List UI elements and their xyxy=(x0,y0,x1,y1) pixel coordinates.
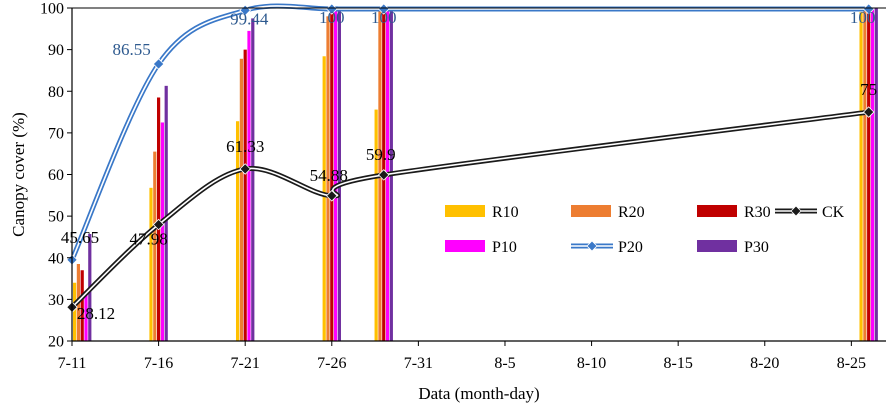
legend-label-r30: R30 xyxy=(744,204,771,221)
marker-ck-4 xyxy=(377,169,390,181)
label-ck-5: 75 xyxy=(860,80,877,99)
legend-marker-p20 xyxy=(586,240,598,252)
legend-swatch-p30 xyxy=(697,240,737,252)
axes-layer: 20 30 40 50 60 70 80 90 100 7-11 7-16 7-21 7-26 7-31 8… xyxy=(40,1,886,372)
marker-ck-2 xyxy=(239,163,251,175)
label-p20-4: 100 xyxy=(371,8,397,27)
x-tick-label-8-20: 8-20 xyxy=(750,355,779,372)
data-labels-layer: 28.12 47.98 61.33 54.88 59.9 75 86.55 99.44 100 1… xyxy=(61,8,877,323)
legend-marker-ck xyxy=(790,205,802,217)
legend: R10 R20 R30 CK P10 P20 P30 xyxy=(445,204,845,256)
legend-item-r30: R30 xyxy=(697,204,771,221)
marker-ck-3 xyxy=(326,190,338,202)
y-tick-label-50: 50 xyxy=(48,209,64,226)
bars-layer xyxy=(73,8,878,342)
legend-item-r20: R20 xyxy=(571,204,645,221)
y-tick-label-20: 20 xyxy=(48,334,64,351)
x-tick-label-8-15: 8-15 xyxy=(664,355,693,372)
y-tick-label-70: 70 xyxy=(48,125,64,142)
legend-label-ck: CK xyxy=(822,204,845,221)
label-p20-2: 99.44 xyxy=(230,9,269,28)
label-ck-2: 61.33 xyxy=(226,137,264,156)
marker-p20-3 xyxy=(326,3,338,15)
bar-p30-1 xyxy=(164,85,168,341)
x-tick-label-7-31: 7-31 xyxy=(404,355,433,372)
y-tick-label-80: 80 xyxy=(48,84,64,101)
label-ck-0: 28.12 xyxy=(77,304,115,323)
label-ck-4: 59.9 xyxy=(366,145,396,164)
x-axis-title: Data (month-day) xyxy=(418,384,539,403)
marker-p20-4 xyxy=(377,3,390,15)
y-tick-label-60: 60 xyxy=(48,167,64,184)
legend-label-r10: R10 xyxy=(492,204,519,221)
label-p20-5: 100 xyxy=(850,8,876,27)
legend-item-ck: CK xyxy=(775,204,845,221)
legend-item-p30: P30 xyxy=(697,239,769,256)
x-tick-label-7-26: 7-26 xyxy=(317,355,346,372)
bar-r10-4 xyxy=(374,109,378,341)
bar-r10-2 xyxy=(235,121,240,341)
bar-r30-0 xyxy=(80,270,84,341)
legend-label-p30: P30 xyxy=(744,239,769,256)
legend-label-p20: P20 xyxy=(618,239,643,256)
bar-r10-0 xyxy=(73,282,77,341)
bar-r10-3 xyxy=(322,56,326,341)
bar-r10-1 xyxy=(149,187,153,341)
label-ck-3: 54.88 xyxy=(310,166,348,185)
y-tick-label-40: 40 xyxy=(48,250,64,267)
line-p20-outer xyxy=(69,3,869,261)
marker-p20-1 xyxy=(152,58,165,70)
label-p20-1: 86.55 xyxy=(112,40,150,59)
y-tick-label-90: 90 xyxy=(48,42,64,59)
legend-swatch-p10 xyxy=(445,240,485,252)
legend-item-p10: P10 xyxy=(445,239,517,256)
legend-label-r20: R20 xyxy=(618,204,645,221)
bar-r30-5 xyxy=(867,8,871,341)
y-tick-label-100: 100 xyxy=(40,1,64,18)
bar-r20-3 xyxy=(326,16,330,341)
legend-label-p10: P10 xyxy=(492,239,517,256)
bar-r20-1 xyxy=(153,151,157,341)
marker-ck-5 xyxy=(862,106,875,118)
legend-item-p20: P20 xyxy=(571,239,643,256)
bar-r20-5 xyxy=(863,10,867,342)
x-tick-label-7-21: 7-21 xyxy=(231,355,260,372)
annotation-0: 45.65 xyxy=(61,228,99,247)
line-p20-inner xyxy=(71,5,869,261)
x-tick-label-8-25: 8-25 xyxy=(837,355,866,372)
bar-p10-3 xyxy=(333,10,338,342)
marker-ck-1 xyxy=(152,218,165,231)
bar-p30-2 xyxy=(251,18,255,341)
marker-p20-5 xyxy=(862,3,875,15)
lines-layer xyxy=(66,3,875,313)
bar-p30-3 xyxy=(337,8,341,341)
bar-r10-5 xyxy=(859,12,863,341)
x-tick-label-7-11: 7-11 xyxy=(58,355,87,372)
bar-p30-5 xyxy=(874,8,878,341)
x-tick-label-8-5: 8-5 xyxy=(494,355,515,372)
y-axis-title: Canopy cover (%) xyxy=(9,112,28,237)
bar-r20-2 xyxy=(239,58,243,341)
legend-swatch-r20 xyxy=(571,205,611,217)
bar-p10-2 xyxy=(247,30,251,341)
bar-r30-3 xyxy=(330,12,334,341)
label-p20-3: 100 xyxy=(319,8,345,27)
bar-p10-5 xyxy=(870,8,875,341)
legend-swatch-r30 xyxy=(697,205,737,217)
x-tick-label-7-16: 7-16 xyxy=(144,355,173,372)
legend-swatch-r10 xyxy=(445,205,485,217)
bar-p10-1 xyxy=(160,122,164,341)
bar-p10-0 xyxy=(84,291,88,341)
legend-item-r10: R10 xyxy=(445,204,519,221)
bar-r30-2 xyxy=(243,49,247,342)
y-tick-label-30: 30 xyxy=(48,292,64,309)
x-tick-label-8-10: 8-10 xyxy=(577,355,606,372)
label-ck-1: 47.98 xyxy=(129,230,167,249)
